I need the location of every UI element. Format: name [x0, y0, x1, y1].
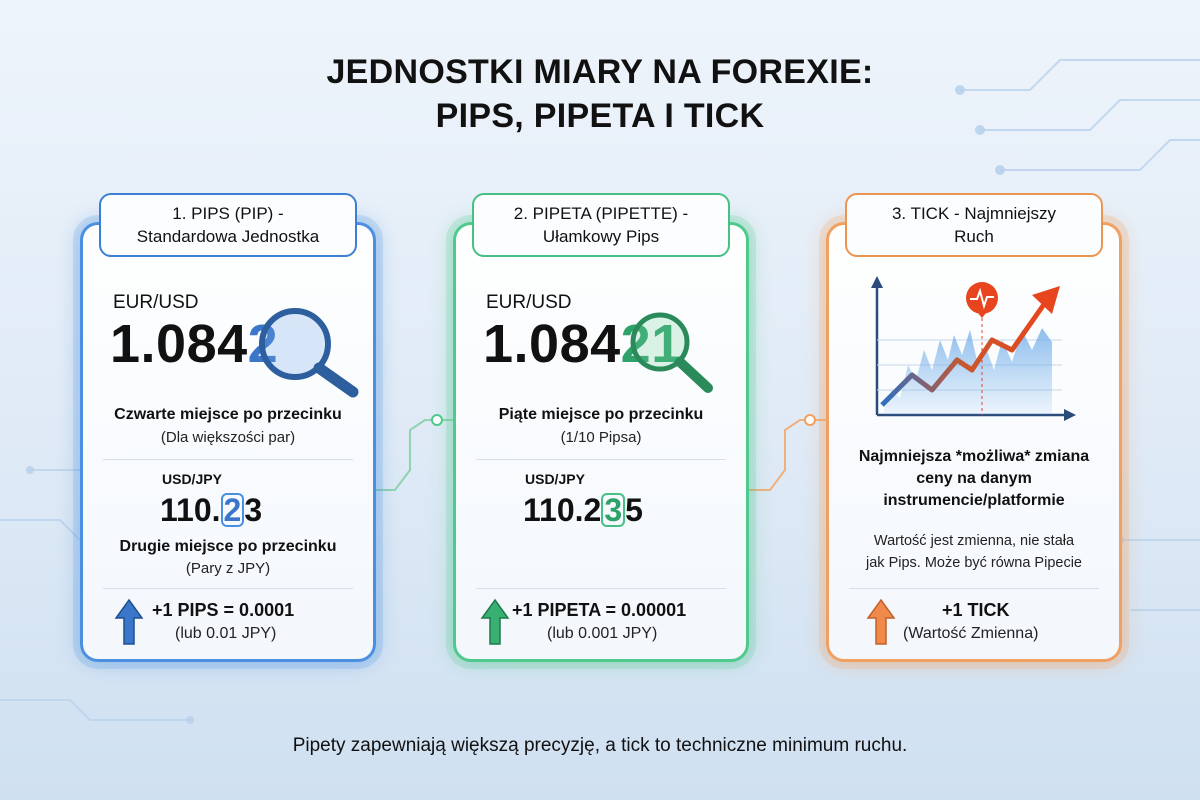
price-prefix: 1.084: [483, 314, 621, 374]
tick-formula-sub: (Wartość Zmienna): [903, 625, 1039, 642]
magnifier-icon: [630, 312, 713, 393]
price-eurusd: 1.0842: [110, 313, 278, 375]
pipeta-position-sub: (1/10 Pipsa): [560, 429, 642, 446]
pips-position-sub: (Dla większości par): [160, 429, 296, 446]
pair-usdjpy-label: USD/JPY: [525, 471, 585, 487]
pipeta-formula-sub: (lub 0.001 JPY): [547, 625, 658, 642]
price-prefix: 110.2: [523, 492, 602, 528]
divider: [103, 459, 353, 460]
tick-desc-line-2: ceny na danym: [916, 470, 1032, 487]
divider: [103, 588, 353, 589]
pipeta-formula: +1 PIPETA = 0.00001: [512, 600, 687, 620]
price-usdjpy: 110.235: [523, 492, 643, 529]
tick-note-line-2: jak Pips. Może być równa Pipecie: [866, 555, 1082, 571]
pips-position-desc: Czwarte miejsce po przecinku: [114, 406, 342, 423]
header-line-1: 2. PIPETA (PIPETTE) -: [513, 204, 689, 223]
tick-desc-line-1: Najmniejsza *możliwa* zmiana: [858, 448, 1090, 465]
pair-eurusd-label: EUR/USD: [486, 292, 572, 313]
title-line-1: JEDNOSTKI MIARY NA FOREXIE:: [326, 53, 874, 91]
tick-desc: Najmniejsza *możliwa* zmiana ceny na dan…: [826, 446, 1122, 512]
price-prefix: 1.084: [110, 314, 248, 374]
header-line-1: 3. TICK - Najmniejszy: [891, 204, 1057, 223]
magnifier-icon: [259, 308, 359, 398]
chart-trend-icon: [871, 276, 1076, 421]
title-line-2: PIPS, PIPETA I TICK: [435, 97, 765, 135]
price-usdjpy: 110.23: [160, 492, 262, 529]
price-suffix: 3: [244, 492, 263, 528]
jpy-position-sub: (Pary z JPY): [185, 560, 271, 577]
price-eurusd: 1.08421: [483, 313, 682, 375]
card-header-pips: 1. PIPS (PIP) - Standardowa Jednostka: [99, 193, 357, 257]
header-line-1: 1. PIPS (PIP) -: [172, 204, 284, 223]
footer-caption: Pipety zapewniają większą precyzję, a ti…: [292, 735, 908, 756]
arrow-up-icon: [866, 598, 896, 645]
pipeta-position-desc: Piąte miejsce po przecinku: [498, 406, 704, 423]
tick-formula: +1 TICK: [942, 600, 1010, 620]
arrow-up-icon: [480, 598, 510, 645]
divider: [849, 588, 1099, 589]
tick-note: Wartość jest zmienna, nie stała jak Pips…: [826, 530, 1122, 574]
pair-usdjpy-label: USD/JPY: [162, 471, 222, 487]
header-line-2: Ułamkowy Pips: [542, 227, 660, 246]
pip-digit-boxed: 2: [220, 493, 245, 527]
pipette-digit-boxed: 3: [601, 493, 626, 527]
price-prefix: 110.: [160, 492, 221, 528]
card-header-tick: 3. TICK - Najmniejszy Ruch: [845, 193, 1103, 257]
jpy-position-desc: Drugie miejsce po przecinku: [119, 538, 337, 555]
pair-eurusd-label: EUR/USD: [113, 292, 199, 313]
arrow-up-icon: [114, 598, 144, 645]
card-header-pipeta: 2. PIPETA (PIPETTE) - Ułamkowy Pips: [472, 193, 730, 257]
price-suffix: 5: [625, 492, 643, 528]
header-line-2: Standardowa Jednostka: [136, 227, 320, 246]
tick-desc-line-3: instrumencie/platformie: [883, 492, 1065, 509]
divider: [476, 588, 726, 589]
pips-formula: +1 PIPS = 0.0001: [152, 600, 295, 620]
tick-note-line-1: Wartość jest zmienna, nie stała: [873, 533, 1075, 549]
divider: [476, 459, 726, 460]
header-line-2: Ruch: [954, 227, 994, 246]
page-title: JEDNOSTKI MIARY NA FOREXIE: PIPS, PIPETA…: [0, 50, 1200, 138]
pips-formula-sub: (lub 0.01 JPY): [175, 625, 277, 642]
